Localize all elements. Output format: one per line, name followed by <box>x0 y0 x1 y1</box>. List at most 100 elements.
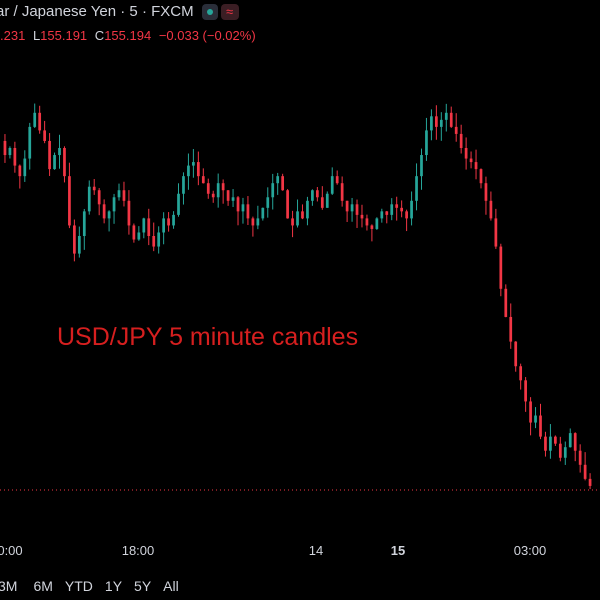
candle-body <box>142 218 146 233</box>
candle-body <box>439 119 443 127</box>
candle-body <box>340 183 344 201</box>
time-axis-label: 18:00 <box>122 543 155 558</box>
candle-body <box>544 436 547 451</box>
candle-body <box>449 112 453 127</box>
candle-body <box>112 197 116 212</box>
candle-body <box>400 207 404 212</box>
candle-body <box>504 288 508 317</box>
candle-body <box>102 204 106 219</box>
ohlc-readout: .231 L155.191 C155.194 −0.033 (−0.02%) <box>0 28 256 43</box>
candle-body <box>216 183 220 198</box>
range-3m-button[interactable]: 3M <box>0 578 18 594</box>
candle-body <box>405 211 408 219</box>
candle-body <box>499 246 503 289</box>
candle-body <box>286 190 289 219</box>
candle-body <box>484 183 488 201</box>
candle-body <box>350 204 354 212</box>
candle-body <box>127 200 131 226</box>
candle-body <box>122 190 126 201</box>
candle-body <box>539 415 542 437</box>
time-axis-label: 0:00 <box>0 543 23 558</box>
candle-body <box>301 211 304 219</box>
candle-body <box>3 140 7 156</box>
candle-body <box>206 183 210 194</box>
close-label: C <box>94 28 105 43</box>
candle-body <box>261 207 265 219</box>
candle-body <box>380 211 384 219</box>
candle-body <box>226 190 230 201</box>
candle-body <box>395 204 399 208</box>
candle-body <box>558 443 562 458</box>
candle-body <box>266 197 270 208</box>
candle-body <box>241 204 245 212</box>
candle-body <box>355 204 359 215</box>
candle-body <box>549 436 552 451</box>
candle-body <box>201 176 205 184</box>
candle-body <box>92 186 96 191</box>
candle-body <box>320 197 324 208</box>
candle-body <box>246 204 250 219</box>
candle-body <box>578 450 582 465</box>
candle-body <box>311 190 314 201</box>
candle-body <box>221 183 225 191</box>
market-status-badge[interactable] <box>201 3 218 20</box>
candle-body <box>588 478 592 486</box>
candle-body <box>211 193 215 198</box>
range-1y-button[interactable]: 1Y <box>104 578 123 594</box>
candle-body <box>63 148 66 177</box>
candle-body <box>281 176 285 191</box>
candle-body <box>365 218 369 226</box>
candle-body <box>187 165 190 177</box>
candle-body <box>469 158 473 163</box>
candle-body <box>43 130 46 141</box>
candle-body <box>18 165 22 177</box>
candle-body <box>415 176 418 201</box>
candle-body <box>390 204 394 215</box>
symbol-title[interactable]: ar / Japanese Yen · 5 · FXCM <box>0 3 194 20</box>
candle-body <box>87 186 91 212</box>
range-ytd-button[interactable]: YTD <box>64 578 93 594</box>
candle-body <box>177 193 180 215</box>
candle-body <box>157 232 161 247</box>
candle-body <box>563 447 567 458</box>
candle-body <box>167 218 170 226</box>
candle-body <box>196 162 200 177</box>
candle-body <box>48 140 51 170</box>
candle-body <box>474 162 478 170</box>
candle-body <box>276 176 280 184</box>
candle-body <box>325 193 329 208</box>
candle-body <box>464 148 468 159</box>
time-axis: 0:00 18:00 14 15 03:00 <box>0 543 546 558</box>
candle-body <box>33 112 37 127</box>
candle-body <box>435 116 438 127</box>
candle-body <box>23 158 27 177</box>
candle-body <box>137 232 141 240</box>
candle-body <box>152 236 156 247</box>
low-value: 155.191 <box>40 28 88 43</box>
range-5y-button[interactable]: 5Y <box>134 578 152 594</box>
candle-body <box>430 116 433 131</box>
candle-body <box>58 148 61 156</box>
candle-body <box>335 176 339 184</box>
candle-body <box>82 211 86 236</box>
candle-body <box>73 225 76 254</box>
candle-body <box>97 190 101 205</box>
market-open-dot-icon <box>206 8 213 15</box>
candle-body <box>454 126 458 134</box>
candle-body <box>77 236 81 254</box>
candle-body <box>28 126 32 159</box>
candle-body <box>291 218 294 226</box>
range-all-button[interactable]: All <box>163 578 179 594</box>
candle-body <box>514 341 518 367</box>
candle-body <box>8 148 12 156</box>
candle-body <box>568 433 572 448</box>
candle-body <box>236 197 240 212</box>
candle-body <box>444 112 448 120</box>
candle-body <box>53 155 56 170</box>
range-6m-button[interactable]: 6M <box>33 578 53 594</box>
time-axis-label: 03:00 <box>514 543 547 558</box>
candle-body <box>68 176 71 226</box>
wave-icon[interactable]: ≈ <box>220 3 239 20</box>
candles-group <box>3 103 592 490</box>
